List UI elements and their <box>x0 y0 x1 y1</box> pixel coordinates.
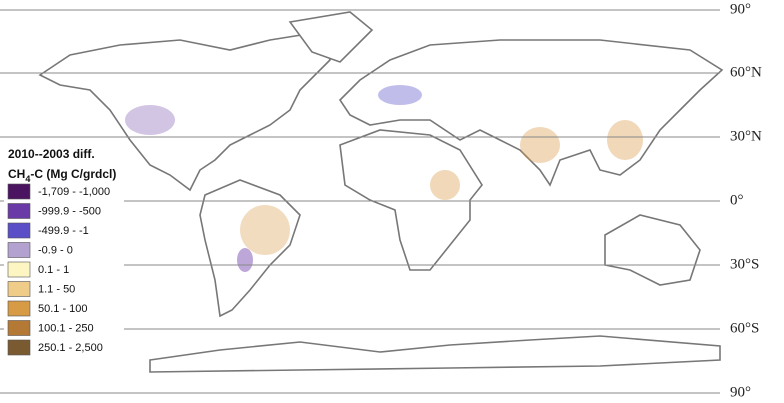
legend-swatch <box>7 222 31 239</box>
change-patches <box>125 85 643 272</box>
north-america <box>38 31 331 192</box>
legend-swatch <box>7 242 31 258</box>
eurasia <box>338 39 724 187</box>
latitude-label: 0° <box>730 192 744 208</box>
legend-label: -999.9 - -500 <box>38 205 101 217</box>
legend-swatch <box>7 320 31 336</box>
legend-swatch <box>7 339 31 356</box>
subtitle-part: CH <box>8 167 25 181</box>
greenland <box>288 11 374 63</box>
legend-label: 100.1 - 250 <box>38 322 94 334</box>
latitude-label: 90° <box>730 1 751 17</box>
legend-title: 2010--2003 diff. <box>8 147 95 161</box>
legend-swatch <box>7 261 31 278</box>
subtitle-part: -C (Mg C/grdcl) <box>30 167 116 181</box>
australia <box>604 214 701 286</box>
latitude-label: 60°S <box>730 320 759 336</box>
legend-label: -0.9 - 0 <box>38 244 73 256</box>
legend-label: -499.9 - -1 <box>38 225 89 237</box>
latitude-label: 30°N <box>730 128 762 144</box>
legend-label: -1,709 - -1,000 <box>38 186 110 198</box>
south-america <box>199 179 301 318</box>
legend-swatch <box>7 203 31 219</box>
legend-subtitle: CH4-C (Mg C/grdcl) <box>8 167 116 184</box>
subtitle-part: 4 <box>25 174 30 184</box>
legend-label: 0.1 - 1 <box>38 264 69 276</box>
legend-swatch <box>7 281 31 297</box>
latitude-label: 60°N <box>730 64 762 80</box>
legend-label: 250.1 - 2,500 <box>38 342 103 354</box>
latitude-label: 90° <box>730 384 751 400</box>
africa <box>339 129 483 271</box>
antarctica <box>149 335 721 373</box>
legend-swatch <box>7 183 31 200</box>
land <box>38 11 724 373</box>
legend: 2010--2003 diff. CH4-C (Mg C/grdcl) -1,709… <box>4 142 124 356</box>
legend-swatch <box>7 300 31 317</box>
latitude-lines: 90° 60°N 30°N 0° 30°S 60°S 90° <box>0 1 762 400</box>
latitude-label: 30°S <box>730 256 759 272</box>
legend-label: 1.1 - 50 <box>38 283 75 295</box>
legend-label: 50.1 - 100 <box>38 303 88 315</box>
